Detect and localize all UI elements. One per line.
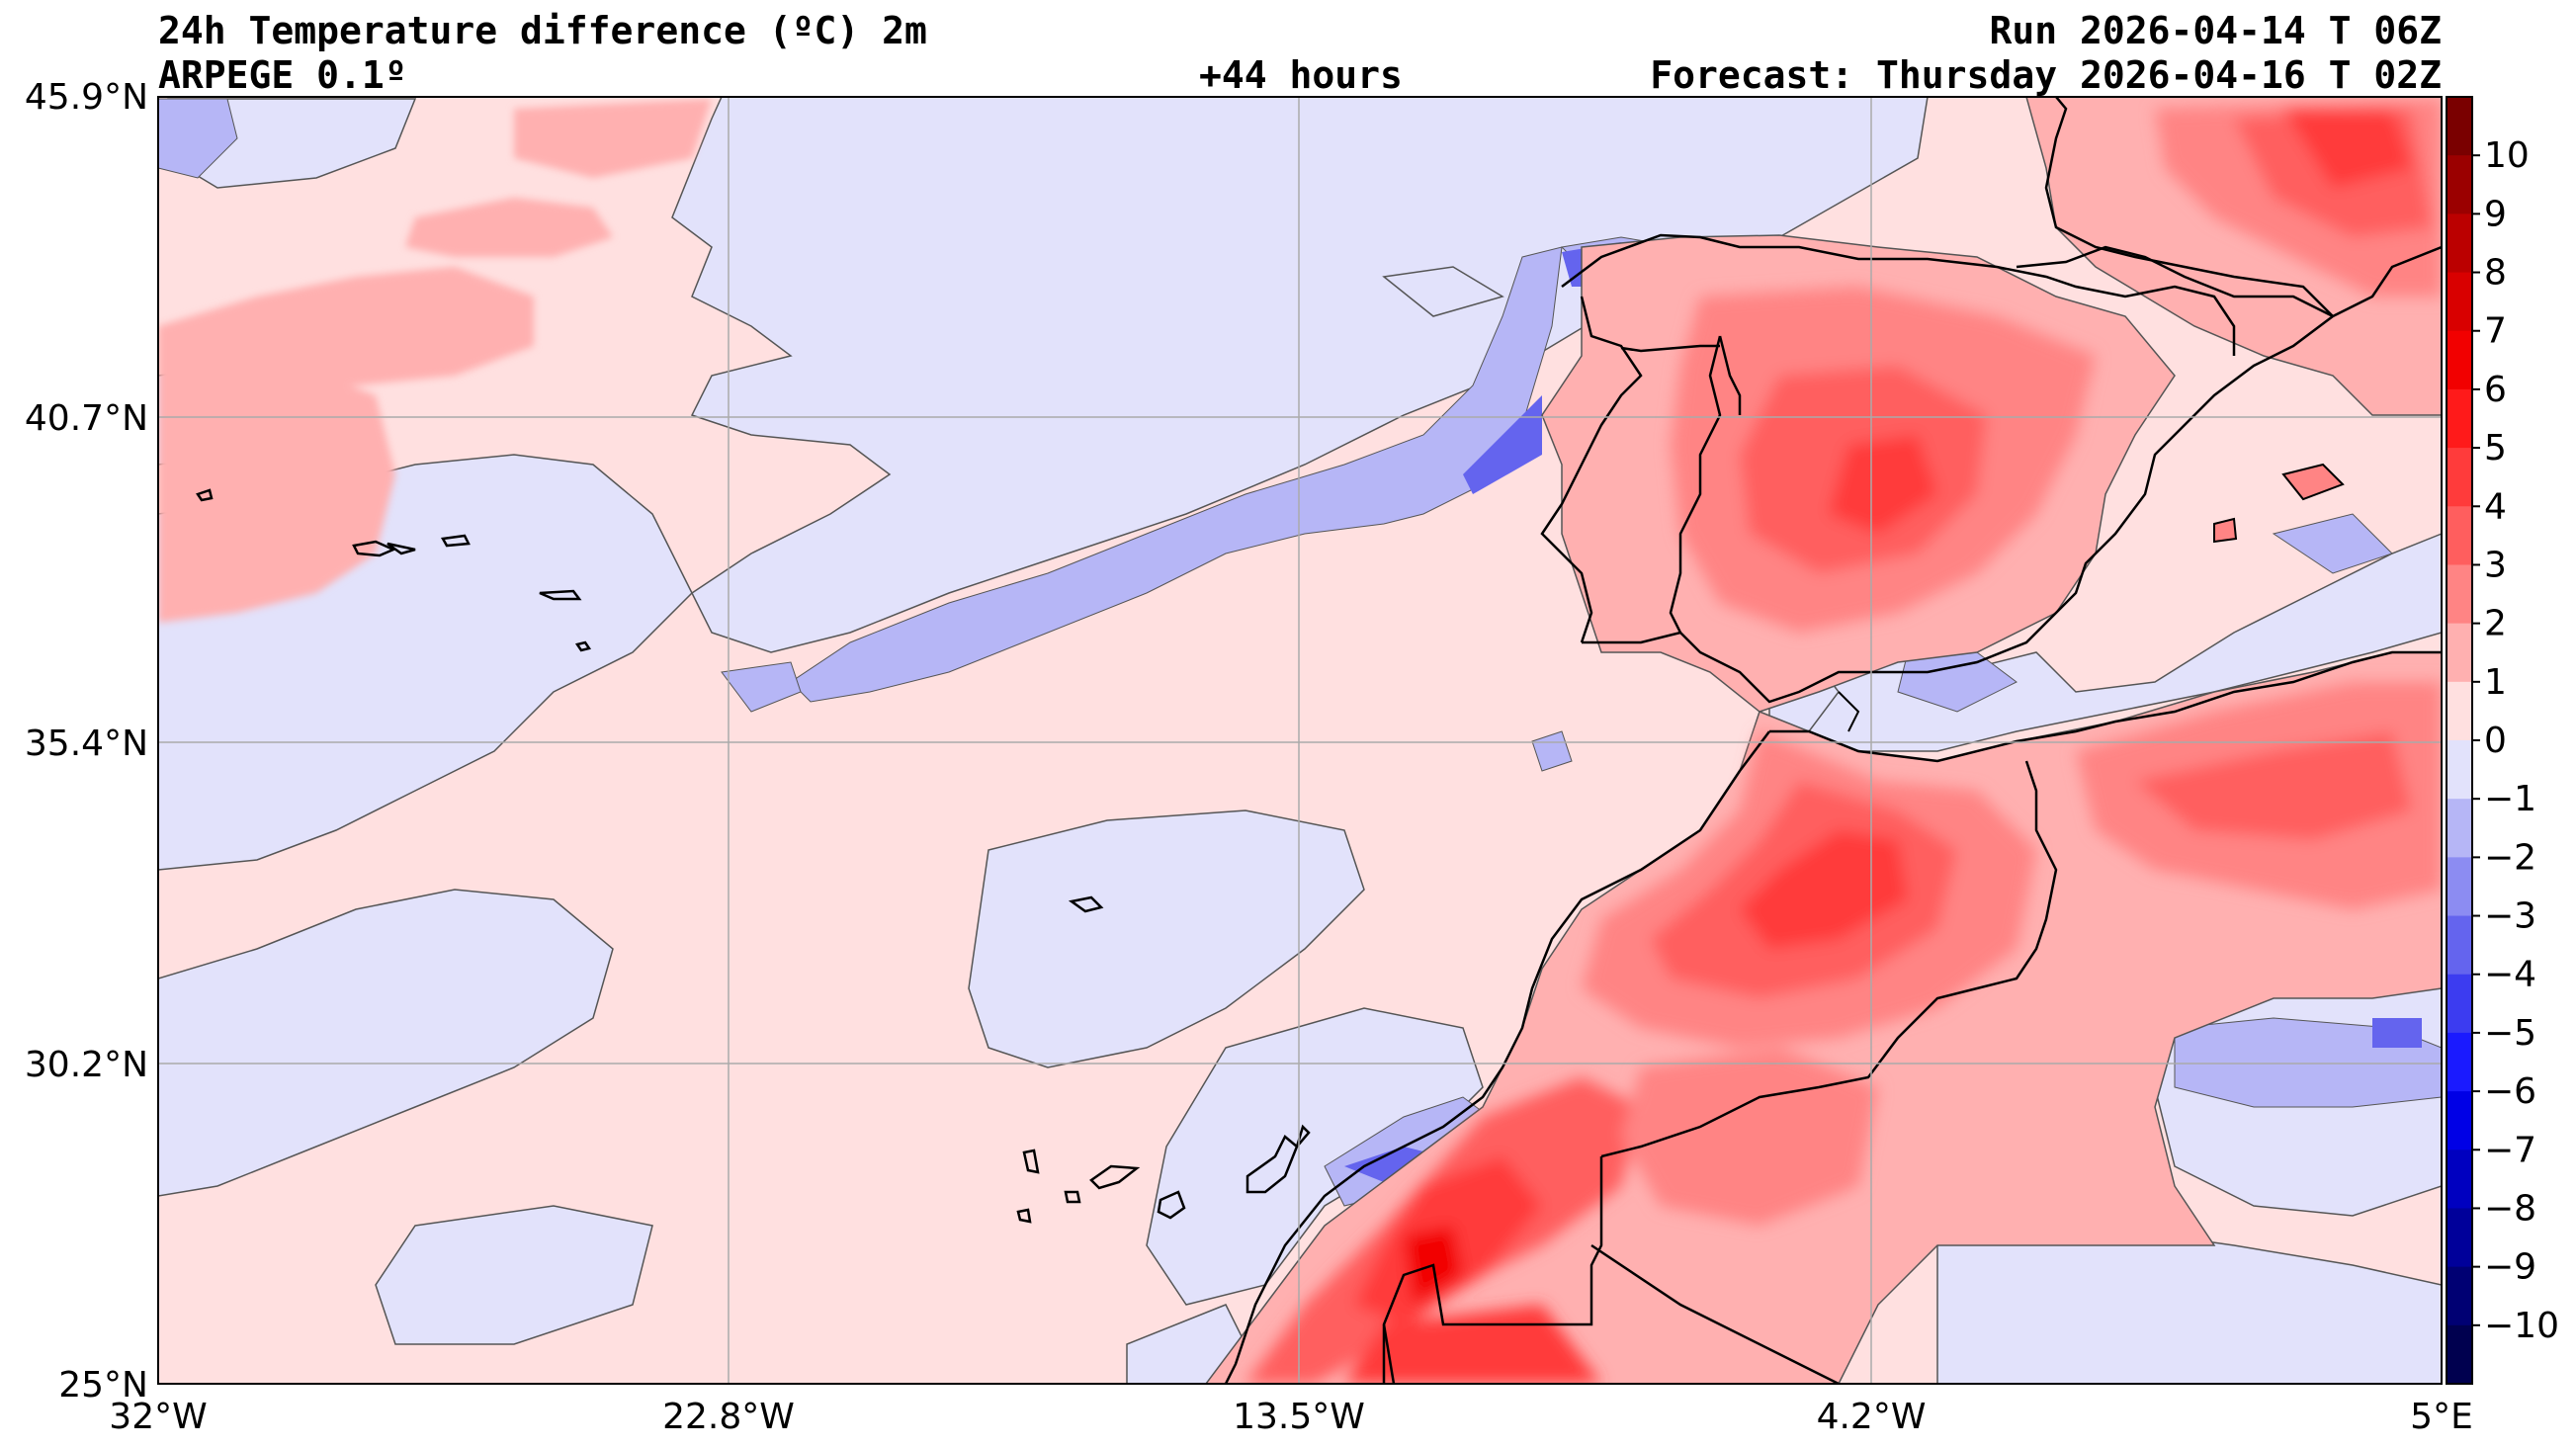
island-azores-2 <box>386 542 416 555</box>
colorbar-label: −3 <box>2484 896 2536 937</box>
island-canary-gran-canaria <box>1157 1190 1186 1220</box>
map-title: 24h Temperature difference (ºC) 2m <box>158 9 927 52</box>
colorbar-label: 6 <box>2484 370 2507 410</box>
lon-label-4: 4.2°W <box>1817 1397 1927 1437</box>
island-azores-w <box>196 488 214 502</box>
colorbar-segment <box>2447 974 2472 1034</box>
coastlines <box>1224 97 2442 1384</box>
colorbar-label: 7 <box>2484 311 2507 352</box>
colorbar-label: 8 <box>2484 253 2507 294</box>
lat-label-1: 45.9°N <box>25 77 148 118</box>
island-azores-1 <box>352 540 397 557</box>
colorbar-segment <box>2447 915 2472 976</box>
colorbar-label: −4 <box>2484 955 2536 995</box>
colorbar-label: −9 <box>2484 1247 2536 1288</box>
colorbar-segment <box>2447 1091 2472 1150</box>
island-azores-4 <box>539 589 582 601</box>
island-canary-tenerife <box>1089 1164 1141 1190</box>
graticule <box>158 97 2442 1384</box>
island-azores-3 <box>440 534 471 548</box>
colorbar-label: −6 <box>2484 1071 2536 1112</box>
lon-label-5: 5°E <box>2410 1397 2473 1437</box>
colorbar-segment <box>2447 857 2472 917</box>
map-area[interactable] <box>158 97 2442 1384</box>
island-canary-2 <box>1016 1208 1032 1224</box>
lead-time-label: +44 hours <box>1199 53 1403 97</box>
lon-label-2: 22.8°W <box>662 1397 795 1437</box>
colorbar-segment <box>2447 799 2472 858</box>
colorbar-segment <box>2447 213 2472 274</box>
colorbar-label: −2 <box>2484 837 2536 878</box>
longitude-labels: 32°W 22.8°W 13.5°W 4.2°W 5°E <box>109 1397 2473 1437</box>
colorbar-segment <box>2447 740 2472 800</box>
colorbar-label: 10 <box>2484 135 2530 176</box>
colorbar-segment <box>2447 1208 2472 1268</box>
atlantic-islands <box>196 488 1311 1224</box>
lat-label-2: 40.7°N <box>25 398 148 439</box>
colorbar-segment <box>2447 388 2472 449</box>
balearic-mallorca <box>2281 463 2345 501</box>
iberia-warm <box>1541 234 2176 713</box>
island-canary-fuerteventura <box>1245 1135 1299 1194</box>
france-warm <box>2025 97 2442 416</box>
colorbar-label: −8 <box>2484 1188 2536 1229</box>
island-azores-5 <box>574 640 592 652</box>
colorbar-label: 4 <box>2484 486 2507 527</box>
colorbar-segment <box>2447 623 2472 683</box>
colorbar-segment <box>2447 1324 2472 1385</box>
colorbar-segment <box>2447 155 2472 214</box>
lat-label-4: 30.2°N <box>25 1045 148 1085</box>
latitude-labels: 45.9°N 40.7°N 35.4°N 30.2°N 25°N <box>25 77 148 1405</box>
colorbar-label: 9 <box>2484 194 2507 234</box>
model-label: ARPEGE 0.1º <box>158 53 407 97</box>
cool-anomaly-regions <box>158 97 2442 1384</box>
colorbar-segment <box>2447 564 2472 625</box>
atlantic-warm-patches <box>158 99 712 623</box>
map-frame <box>157 96 2443 1385</box>
balearic-ibiza <box>2213 517 2238 544</box>
island-canary-3 <box>1064 1190 1081 1204</box>
colorbar-label: −5 <box>2484 1013 2536 1054</box>
colorbar-label: −1 <box>2484 779 2536 819</box>
colorbar-segment <box>2447 1266 2472 1326</box>
island-canary-lanzarote <box>1295 1124 1311 1148</box>
colorbar-segment <box>2447 97 2472 156</box>
lon-label-3: 13.5°W <box>1233 1397 1365 1437</box>
lat-label-3: 35.4°N <box>25 724 148 764</box>
run-label: Run 2026-04-14 T 06Z <box>1989 9 2442 52</box>
island-canary-1 <box>1022 1149 1040 1174</box>
borders <box>1382 245 2334 1384</box>
colorbar-segment <box>2447 330 2472 390</box>
colorbar-segment <box>2447 1032 2472 1092</box>
colorbar-label: 1 <box>2484 662 2507 703</box>
colorbar-label: 3 <box>2484 545 2507 585</box>
island-madeira <box>1068 895 1104 913</box>
colorbar-segment <box>2447 448 2472 507</box>
colorbar-label: −7 <box>2484 1130 2536 1170</box>
colorbar-segment <box>2447 1150 2472 1209</box>
lon-label-1: 32°W <box>109 1397 207 1437</box>
lat-label-5: 25°N <box>58 1365 148 1405</box>
colorbar-segment <box>2447 272 2472 332</box>
forecast-label: Forecast: Thursday 2026-04-16 T 02Z <box>1650 53 2442 97</box>
colorbar-label: 5 <box>2484 428 2507 468</box>
colorbar-label: 0 <box>2484 721 2507 761</box>
colorbar-label: −10 <box>2484 1306 2559 1346</box>
colorbar-label: 2 <box>2484 604 2507 644</box>
colorbar-segment <box>2447 681 2472 741</box>
colorbar-segment <box>2447 506 2472 565</box>
